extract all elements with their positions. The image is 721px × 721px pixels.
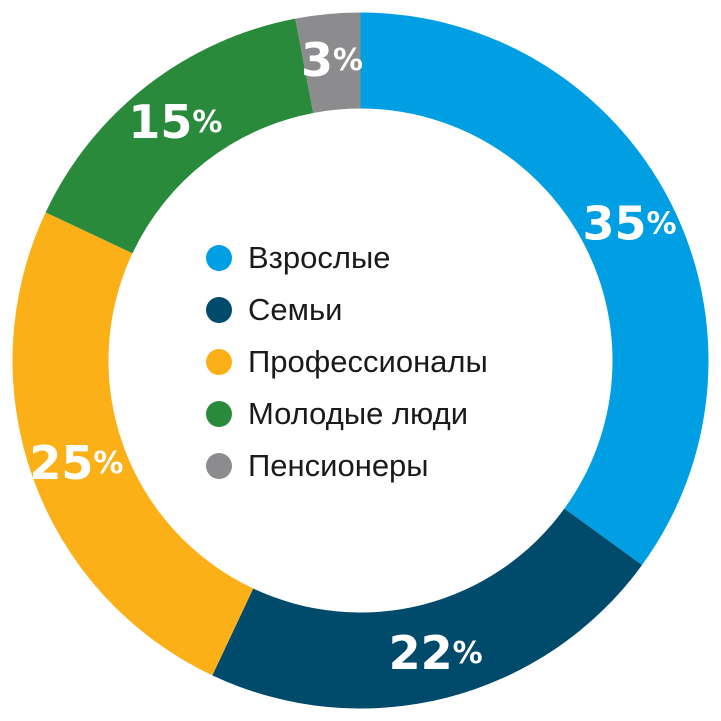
- slice-label-2: 22%: [389, 626, 483, 680]
- legend-label-1: Взрослые: [248, 240, 391, 275]
- slice-unit-4: %: [192, 104, 222, 139]
- legend-swatch-2: [206, 297, 232, 323]
- legend: Взрослые Семьи Профессионалы Молодые люди Пе…: [206, 232, 488, 492]
- legend-swatch-3: [206, 349, 232, 375]
- slice-value-5: 3: [301, 33, 333, 87]
- legend-item-3: Профессионалы: [206, 336, 488, 388]
- slice-unit-2: %: [453, 636, 483, 671]
- donut-slice-1: [360, 12, 709, 566]
- donut-slice-2: [212, 508, 643, 709]
- slice-label-3: 25%: [29, 436, 123, 490]
- legend-label-2: Семьи: [248, 292, 343, 327]
- slice-label-4: 15%: [128, 95, 222, 149]
- donut-slice-4: [45, 18, 314, 254]
- legend-item-5: Пенсионеры: [206, 440, 488, 492]
- legend-label-3: Профессионалы: [248, 344, 488, 379]
- slice-unit-3: %: [93, 445, 123, 480]
- slice-value-4: 15: [128, 95, 192, 149]
- slice-value-1: 35: [583, 196, 647, 250]
- slices-layer: [12, 12, 709, 709]
- labels-layer: 35%22%25%15%3%: [29, 33, 676, 680]
- legend-swatch-4: [206, 401, 232, 427]
- legend-swatch-5: [206, 453, 232, 479]
- legend-item-1: Взрослые: [206, 232, 488, 284]
- legend-item-2: Семьи: [206, 284, 488, 336]
- legend-swatch-1: [206, 245, 232, 271]
- donut-slice-5: [295, 12, 361, 113]
- slice-unit-5: %: [333, 42, 363, 77]
- slice-value-3: 25: [29, 436, 93, 490]
- slice-value-2: 22: [389, 626, 453, 680]
- slice-label-1: 35%: [583, 196, 677, 250]
- legend-label-5: Пенсионеры: [248, 448, 429, 483]
- legend-item-4: Молодые люди: [206, 388, 488, 440]
- slice-unit-1: %: [647, 206, 677, 241]
- donut-slice-3: [12, 212, 254, 676]
- slice-label-5: 3%: [301, 33, 363, 87]
- legend-label-4: Молодые люди: [248, 396, 469, 431]
